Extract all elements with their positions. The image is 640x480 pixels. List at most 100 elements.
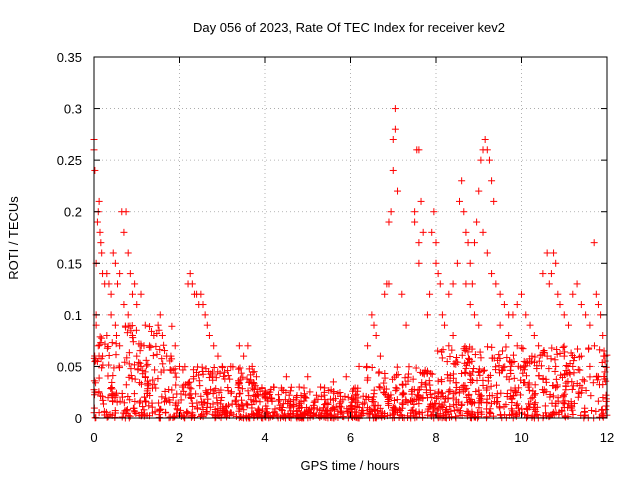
background-data-point <box>465 359 473 367</box>
background-data-point <box>316 406 324 414</box>
data-point <box>391 125 399 133</box>
data-point <box>490 197 498 205</box>
data-point <box>124 311 132 319</box>
background-data-point <box>589 379 597 387</box>
background-data-point <box>484 377 492 385</box>
data-point <box>133 352 141 360</box>
background-data-point <box>559 373 567 381</box>
background-data-point <box>426 381 434 389</box>
background-data-point <box>574 366 582 374</box>
data-point <box>295 383 303 391</box>
background-data-point <box>103 344 111 352</box>
background-data-point <box>560 342 568 350</box>
x-tick-label: 2 <box>176 430 183 445</box>
background-data-point <box>199 413 207 421</box>
background-data-point <box>302 394 310 402</box>
background-data-point <box>551 367 559 375</box>
background-data-point <box>420 370 428 378</box>
background-data-point <box>538 351 546 359</box>
background-data-point <box>376 384 384 392</box>
background-data-point <box>438 378 446 386</box>
data-point <box>103 270 111 278</box>
background-data-point <box>370 390 378 398</box>
background-data-point <box>579 376 587 384</box>
background-data-point <box>445 413 453 421</box>
background-data-point <box>160 341 168 349</box>
background-data-point <box>236 389 244 397</box>
data-point <box>126 270 134 278</box>
y-tick-labels: 0 0.05 0.1 0.15 0.2 0.25 0.3 0.35 <box>57 50 82 426</box>
background-data-point <box>464 348 472 356</box>
background-data-point <box>559 343 567 351</box>
background-data-point <box>187 393 195 401</box>
background-data-point <box>596 346 604 354</box>
background-data-point <box>561 348 569 356</box>
data-point <box>432 259 440 267</box>
data-point <box>415 259 423 267</box>
background-data-point <box>98 334 106 342</box>
background-data-point <box>324 406 332 414</box>
data-point <box>197 290 205 298</box>
data-point <box>496 290 504 298</box>
background-data-point <box>461 368 469 376</box>
data-point <box>488 177 496 185</box>
data-point <box>415 146 423 154</box>
background-data-point <box>322 407 330 415</box>
data-point <box>535 342 543 350</box>
background-data-point <box>405 370 413 378</box>
background-data-point <box>520 366 528 374</box>
background-data-point <box>457 401 465 409</box>
background-data-point <box>408 397 416 405</box>
data-point <box>449 280 457 288</box>
background-data-point <box>390 404 398 412</box>
data-point <box>464 239 472 247</box>
background-data-point <box>336 389 344 397</box>
data-point <box>116 270 124 278</box>
background-data-point <box>112 351 120 359</box>
background-data-point <box>101 411 109 419</box>
background-data-point <box>235 365 243 373</box>
x-tick-label: 8 <box>432 430 439 445</box>
background-data-point <box>219 364 227 372</box>
y-tick-label: 0.25 <box>57 153 82 168</box>
data-point <box>411 208 419 216</box>
background-data-point <box>512 401 520 409</box>
background-data-point <box>300 392 308 400</box>
data-point <box>462 280 470 288</box>
data-point <box>186 270 194 278</box>
background-data-point <box>152 342 160 350</box>
data-point <box>526 321 534 329</box>
background-data-point <box>358 406 366 414</box>
background-data-point <box>558 407 566 415</box>
background-data-point <box>570 369 578 377</box>
background-data-point <box>439 401 447 409</box>
background-data-point <box>441 398 449 406</box>
background-data-point <box>431 404 439 412</box>
background-data-point <box>363 376 371 384</box>
background-data-point <box>533 403 541 411</box>
data-point <box>586 362 594 370</box>
background-data-point <box>559 393 567 401</box>
background-data-point <box>203 390 211 398</box>
data-point <box>244 342 252 350</box>
background-data-point <box>257 411 265 419</box>
background-data-point <box>125 373 133 381</box>
background-data-point <box>161 347 169 355</box>
background-data-point <box>220 408 228 416</box>
background-data-point <box>399 381 407 389</box>
background-data-point <box>154 375 162 383</box>
background-data-point <box>446 353 454 361</box>
background-data-point <box>533 410 541 418</box>
background-data-point <box>517 364 525 372</box>
background-data-point <box>243 401 251 409</box>
background-data-point <box>254 391 262 399</box>
background-data-point <box>455 406 463 414</box>
data-point <box>458 177 466 185</box>
background-data-point <box>350 385 358 393</box>
data-point <box>445 290 453 298</box>
background-data-point <box>146 323 154 331</box>
background-data-point <box>109 397 117 405</box>
background-data-point <box>600 347 608 355</box>
background-data-point <box>172 381 180 389</box>
background-data-point <box>274 391 282 399</box>
